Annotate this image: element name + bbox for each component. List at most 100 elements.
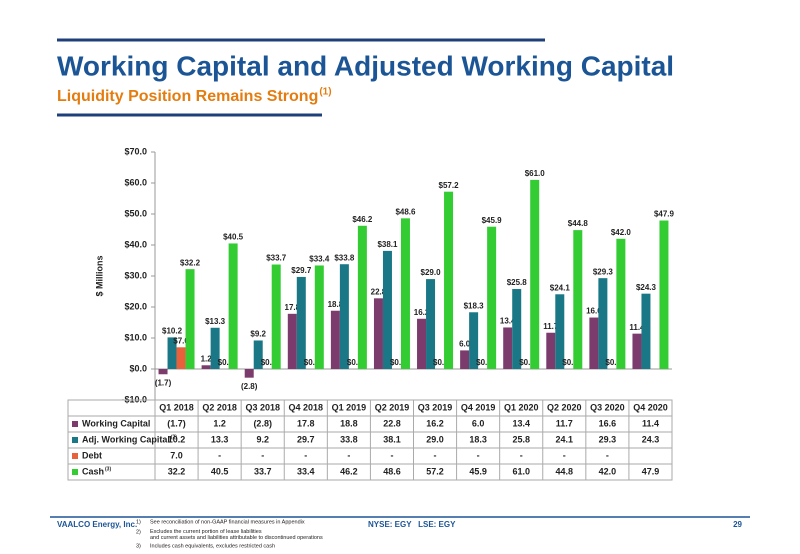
legend-note: (3)	[105, 466, 111, 472]
value-label: $0.0	[347, 358, 363, 367]
bar	[382, 250, 392, 369]
table-cell: (2.8)	[253, 418, 272, 428]
table-cell: 24.1	[556, 434, 574, 444]
value-label: (2.8)	[241, 382, 258, 391]
x-tick-label: Q3 2020	[590, 402, 625, 412]
table-cell: 29.7	[297, 434, 315, 444]
legend-swatch	[72, 421, 78, 427]
value-label: 6.0	[459, 340, 471, 349]
table-cell: 16.2	[426, 418, 444, 428]
value-label: $0.0	[261, 358, 277, 367]
table-cell: 38.1	[383, 434, 401, 444]
table-cell: -	[218, 450, 221, 460]
bar	[555, 294, 565, 369]
table-cell: -	[434, 450, 437, 460]
subtitle: Liquidity Position Remains Strong	[57, 88, 318, 105]
value-label: $45.9	[482, 216, 503, 225]
value-label: $0.0	[390, 358, 406, 367]
bar	[632, 333, 642, 369]
table-cell: -	[390, 450, 393, 460]
value-label: $46.2	[352, 215, 373, 224]
table-cell: 1.2	[213, 418, 226, 428]
table-cell: 44.8	[556, 466, 574, 476]
table-cell: 33.8	[340, 434, 358, 444]
y-tick-label: $20.0	[124, 301, 147, 311]
bar	[339, 264, 349, 369]
x-tick-label: Q1 2018	[159, 402, 194, 412]
table-cell: 10.2	[168, 434, 186, 444]
table-cell: 11.7	[556, 418, 573, 428]
value-label: $25.8	[507, 278, 528, 287]
bar	[158, 369, 168, 375]
x-tick-label: Q1 2020	[504, 402, 539, 412]
bar	[469, 312, 479, 369]
legend-label: Debt	[82, 450, 102, 460]
footnote-text: Excludes the current portion of lease li…	[150, 529, 323, 541]
value-label: $38.1	[377, 240, 398, 249]
value-label: $0.0	[562, 358, 578, 367]
table-cell: 13.3	[211, 434, 229, 444]
table-cell: 61.0	[512, 466, 530, 476]
value-label: 17.8	[285, 303, 301, 312]
title: Working Capital and Adjusted Working Cap…	[57, 50, 674, 81]
value-label: $9.2	[250, 330, 266, 339]
value-label: $42.0	[611, 228, 632, 237]
legend-swatch	[72, 453, 78, 459]
bar	[659, 220, 669, 369]
x-tick-label: Q2 2020	[547, 402, 582, 412]
footnote-number: 3)	[136, 543, 141, 549]
y-tick-label: $0.0	[129, 363, 147, 373]
table-cell: 32.2	[168, 466, 186, 476]
x-tick-label: Q4 2019	[461, 402, 496, 412]
bar	[512, 289, 522, 369]
bar	[314, 265, 324, 369]
bar	[598, 278, 608, 369]
table-cell: 11.4	[642, 418, 659, 428]
y-tick-label: $10.0	[124, 332, 147, 342]
footnote-text: See reconciliation of non-GAAP financial…	[150, 519, 305, 525]
value-label: $33.4	[309, 255, 330, 264]
legend-label: Adj. Working Capital	[82, 434, 170, 444]
legend-note: (2)	[171, 434, 177, 440]
table-cell: 24.3	[642, 434, 660, 444]
table-cell: 40.5	[211, 466, 229, 476]
table-cell: 18.3	[469, 434, 487, 444]
table-cell: -	[563, 450, 566, 460]
bar	[530, 179, 540, 369]
value-label: $40.5	[223, 233, 244, 242]
value-label: $0.0	[519, 358, 535, 367]
page-number: 29	[733, 520, 742, 529]
table-cell: 42.0	[599, 466, 617, 476]
bar	[271, 264, 281, 369]
table-cell: 33.7	[254, 466, 272, 476]
bar	[546, 332, 556, 369]
table-cell: 29.3	[599, 434, 617, 444]
value-label: 16.2	[414, 308, 430, 317]
y-tick-label: $50.0	[124, 208, 147, 218]
bar	[228, 243, 238, 369]
table-cell: 25.8	[512, 434, 530, 444]
legend-label: Working Capital	[82, 418, 150, 428]
value-label: $10.2	[162, 326, 183, 335]
bar	[253, 340, 263, 369]
value-label: $0.0	[433, 358, 449, 367]
bar	[357, 225, 367, 369]
value-label: $13.3	[205, 317, 226, 326]
x-tick-label: Q1 2019	[332, 402, 367, 412]
value-label: $29.7	[291, 266, 312, 275]
value-label: 18.8	[328, 300, 344, 309]
footnote-number: 1)	[136, 519, 141, 525]
x-tick-label: Q2 2018	[202, 402, 237, 412]
value-label: $33.8	[334, 253, 355, 262]
y-tick-label: $30.0	[124, 270, 147, 280]
table-cell: 13.4	[512, 418, 530, 428]
bar	[167, 337, 177, 369]
bar	[573, 230, 583, 369]
footnote-number: 2)	[136, 529, 141, 535]
value-label: 22.8	[371, 287, 387, 296]
value-label: $0.0	[476, 358, 492, 367]
x-tick-label: Q2 2019	[375, 402, 410, 412]
bar	[210, 327, 220, 369]
company: VAALCO Energy, Inc.	[57, 520, 137, 529]
